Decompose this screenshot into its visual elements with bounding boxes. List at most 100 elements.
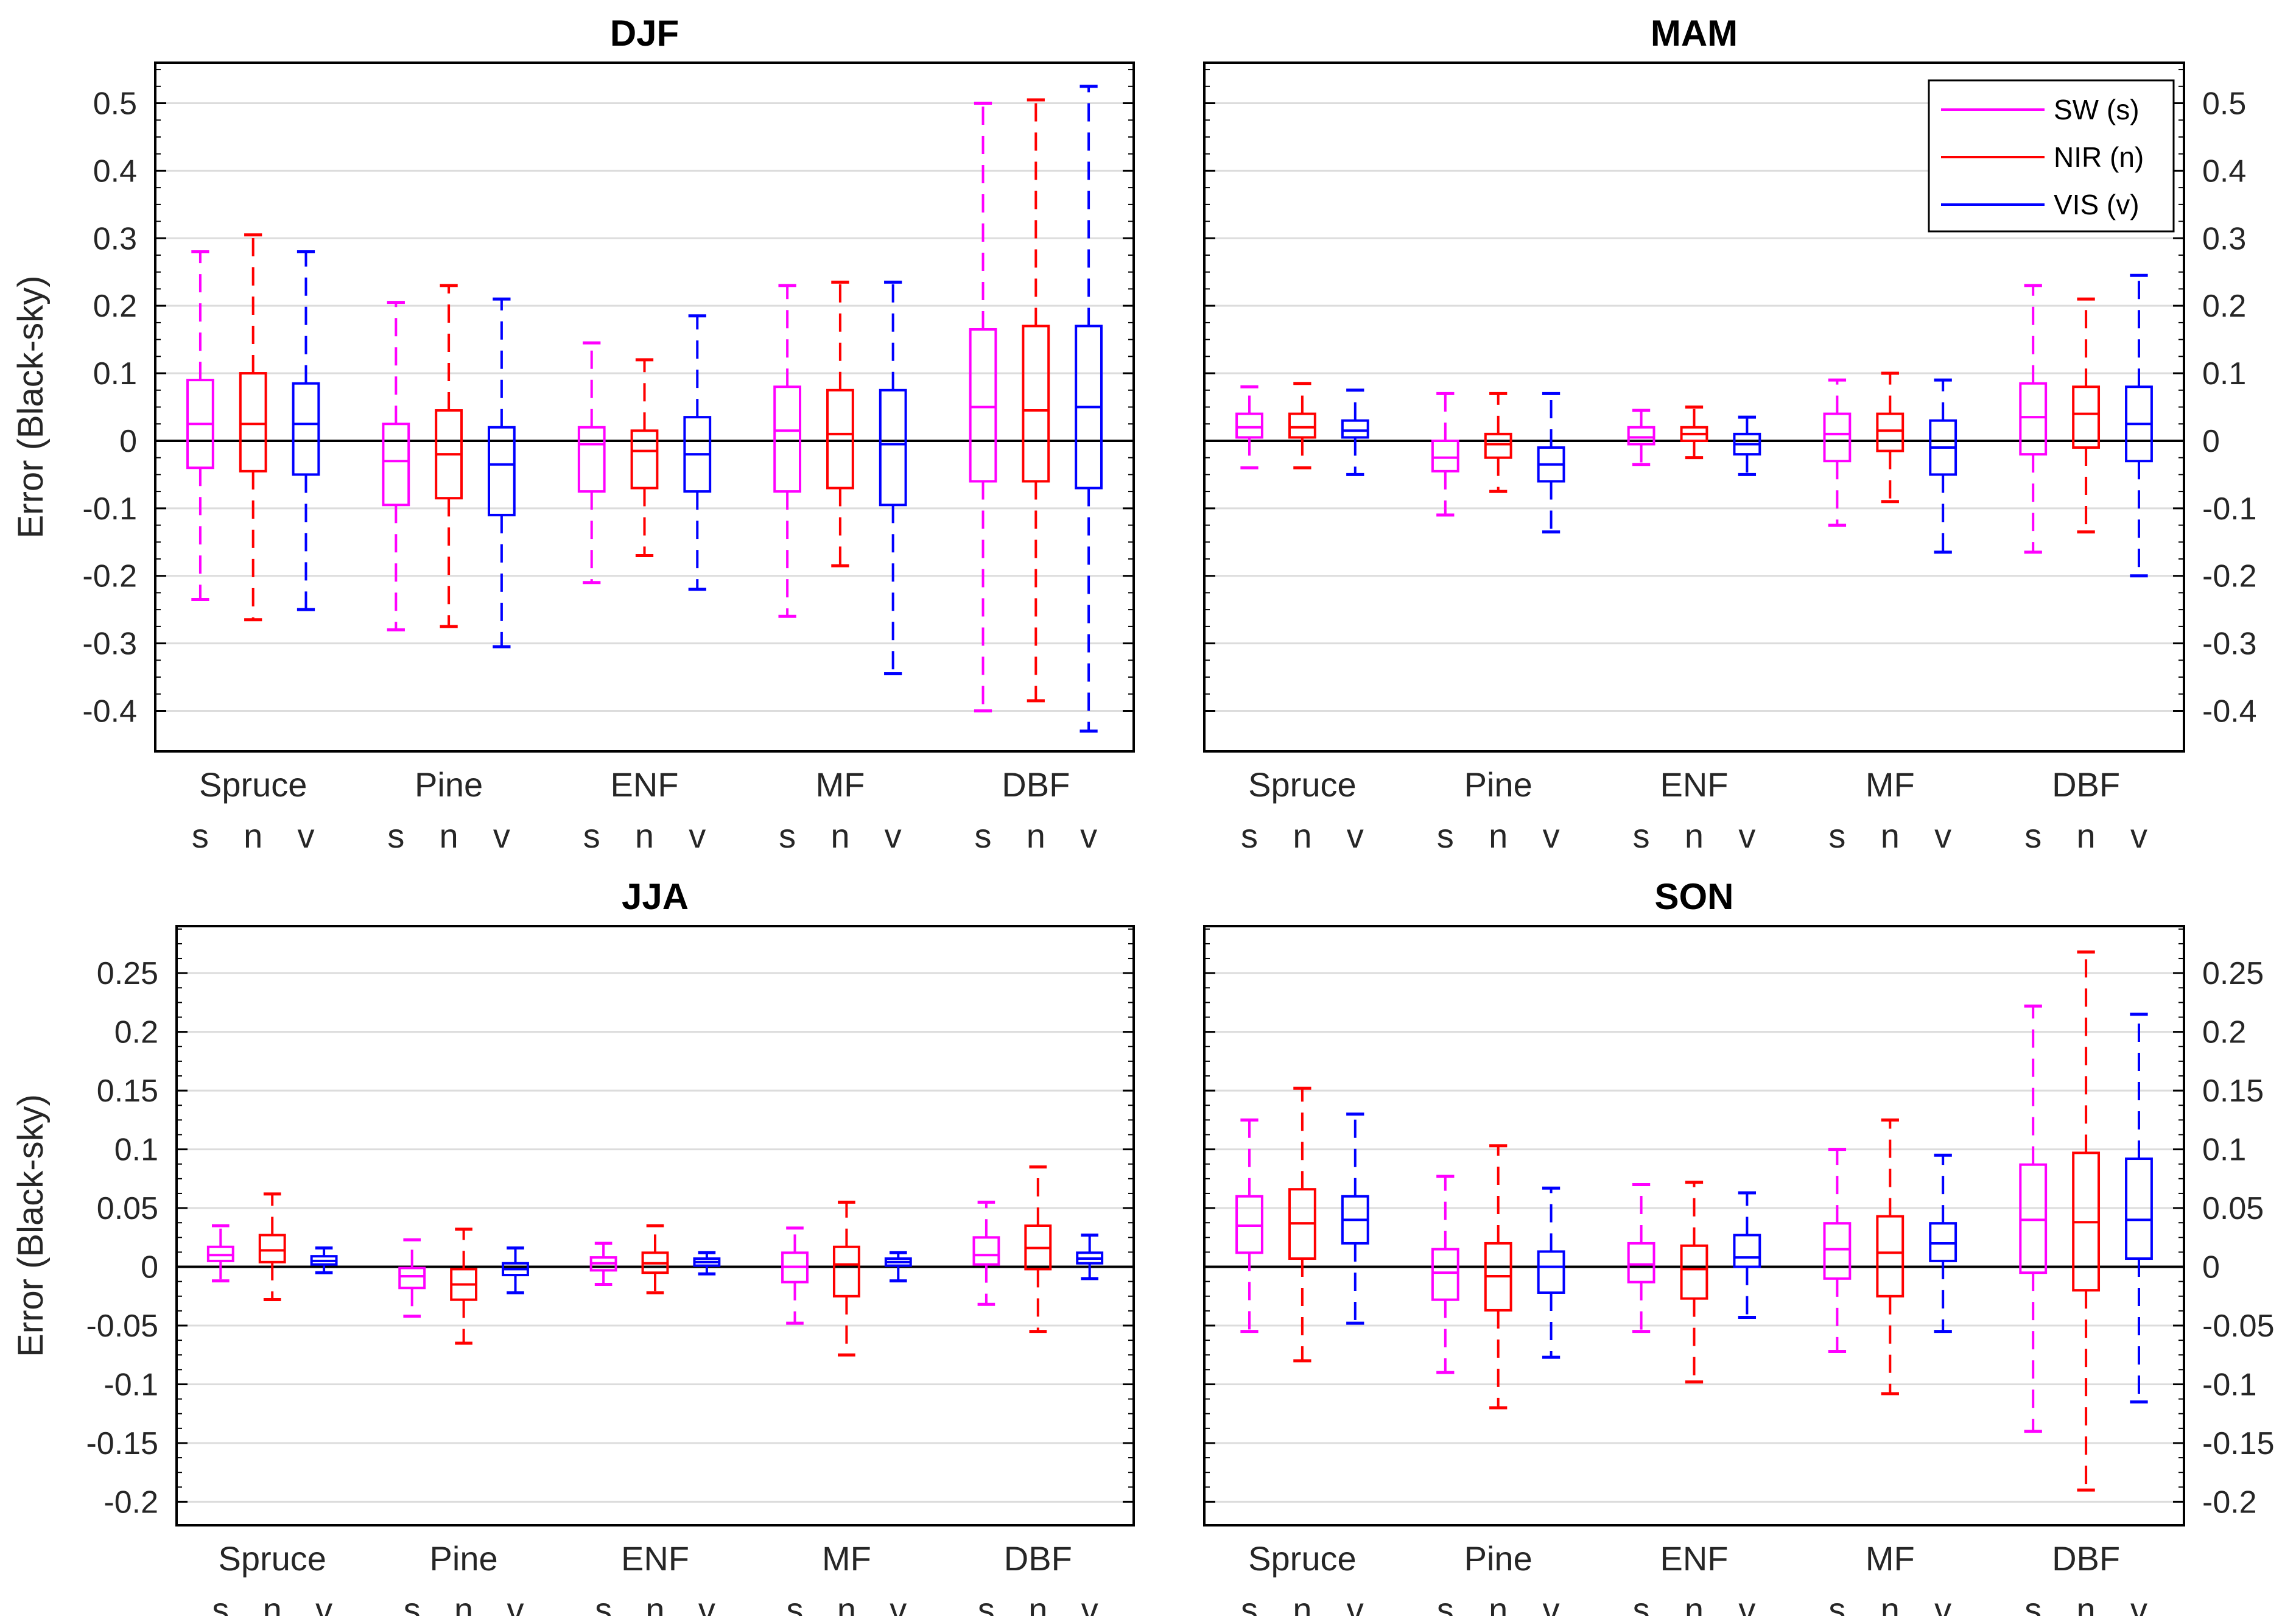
band-code-label: v — [2130, 817, 2147, 855]
box-iqr — [1537, 1250, 1565, 1294]
band-code-label: v — [507, 1590, 524, 1616]
ytick-label: 0.25 — [2202, 956, 2264, 991]
box-iqr — [1733, 1234, 1761, 1268]
box-n-dbf — [1024, 1165, 1052, 1333]
band-code-label: s — [1241, 817, 1258, 855]
box-iqr — [398, 1266, 426, 1290]
ytick-label: 0.4 — [2202, 153, 2246, 189]
ytick-label: 0.25 — [97, 956, 158, 991]
band-code-label: s — [404, 1590, 421, 1616]
ytick-label: 0.5 — [93, 86, 137, 122]
box-iqr — [972, 1236, 1000, 1266]
band-code-label: s — [192, 817, 209, 855]
category-label: Spruce — [218, 1539, 326, 1578]
box-v-enf — [693, 1251, 721, 1276]
box-s-spruce — [186, 250, 214, 602]
band-code-label: s — [2024, 1590, 2041, 1616]
band-code-label: n — [2077, 1590, 2096, 1616]
box-s-dbf — [2019, 284, 2048, 554]
box-v-enf — [1733, 415, 1761, 476]
ytick-label: 0.2 — [2202, 289, 2246, 324]
band-code-label: v — [297, 817, 314, 855]
band-code-label: s — [779, 817, 796, 855]
box-n-pine — [1484, 1144, 1512, 1410]
category-label: MF — [1866, 765, 1915, 804]
box-n-dbf — [2072, 950, 2101, 1492]
box-v-spruce — [1341, 1112, 1369, 1325]
box-iqr — [258, 1234, 286, 1263]
y-axis-label: Error (Black-sky) — [11, 276, 51, 539]
band-code-label: v — [1934, 1590, 1951, 1616]
panel-son: -0.2 -0.15 -0.1 -0.05 0 0.05 0.1 0.15 0.2 0.25 SON… — [1203, 876, 2275, 1616]
box-iqr — [2125, 1158, 2153, 1260]
box-s-dbf — [972, 1200, 1000, 1306]
band-code-label: v — [689, 817, 706, 855]
band-code-label: n — [1685, 817, 1704, 855]
box-iqr — [1680, 1244, 1708, 1300]
box-n-dbf — [1022, 98, 1050, 703]
ytick-label: -0.1 — [2202, 1367, 2257, 1402]
box-v-spruce — [310, 1246, 338, 1274]
box-iqr — [1431, 1248, 1459, 1301]
box-iqr — [826, 388, 854, 490]
band-code-label: s — [1437, 817, 1454, 855]
ytick-label: -0.05 — [86, 1309, 158, 1344]
ytick-label: -0.05 — [2202, 1309, 2275, 1344]
legend: SW (s) NIR (n) VIS (v) — [1928, 79, 2175, 233]
band-code-label: s — [975, 817, 992, 855]
category-label: Pine — [1464, 1539, 1532, 1578]
box-s-enf — [1627, 409, 1655, 466]
box-iqr — [1823, 1222, 1852, 1280]
category-label: ENF — [1660, 765, 1729, 804]
band-code-label: v — [1347, 817, 1364, 855]
band-code-label: n — [1028, 1590, 1047, 1616]
band-code-label: n — [830, 817, 849, 855]
box-n-enf — [1680, 406, 1708, 460]
band-code-label: v — [315, 1590, 332, 1616]
ytick-label: 0 — [2202, 1250, 2220, 1285]
ytick-label: -0.2 — [2202, 559, 2257, 594]
band-code-label: v — [890, 1590, 907, 1616]
ytick-label: 0.1 — [114, 1133, 158, 1168]
panel-title: MAM — [1651, 13, 1738, 54]
band-code-label: v — [885, 817, 902, 855]
box-v-pine — [487, 297, 516, 648]
ytick-label: 0.3 — [2202, 221, 2246, 256]
box-s-mf — [781, 1226, 809, 1325]
ytick-label: -0.1 — [82, 491, 137, 527]
ytick-label: 0.15 — [2202, 1073, 2264, 1109]
ytick-label: 0.05 — [2202, 1191, 2264, 1226]
ytick-label: -0.15 — [2202, 1426, 2275, 1461]
ytick-label: -0.2 — [104, 1484, 158, 1520]
ytick-label: 0.3 — [93, 221, 137, 256]
ytick-label: 0.2 — [93, 289, 137, 324]
ytick-label: 0.1 — [2202, 1133, 2246, 1168]
band-code-label: s — [387, 817, 404, 855]
box-iqr — [1823, 412, 1852, 463]
band-code-label: s — [1633, 1590, 1650, 1616]
box-s-enf — [1627, 1182, 1655, 1333]
axes-frame — [1203, 925, 2185, 1526]
legend-label: VIS (v) — [2054, 189, 2140, 220]
ytick-label: -0.1 — [104, 1367, 158, 1402]
band-code-label: n — [1489, 817, 1508, 855]
panel-title: SON — [1654, 876, 1733, 917]
band-code-label: s — [787, 1590, 804, 1616]
box-v-dbf — [1075, 85, 1103, 733]
band-code-label: v — [1543, 817, 1560, 855]
box-n-dbf — [2072, 297, 2101, 534]
band-code-label: v — [1934, 817, 1951, 855]
category-label: MF — [815, 765, 865, 804]
plot-area — [1204, 926, 2184, 1525]
ytick-label: -0.2 — [2202, 1484, 2257, 1520]
category-label: DBF — [1004, 1539, 1072, 1578]
category-label: ENF — [621, 1539, 689, 1578]
band-code-label: v — [1543, 1590, 1560, 1616]
ytick-label: 0.1 — [2202, 356, 2246, 392]
box-iqr — [1627, 1242, 1655, 1284]
box-n-mf — [1876, 371, 1905, 504]
box-v-mf — [1929, 378, 1957, 554]
category-label: Spruce — [1248, 1539, 1356, 1578]
ytick-label: -0.3 — [82, 627, 137, 662]
box-s-dbf — [969, 102, 997, 712]
